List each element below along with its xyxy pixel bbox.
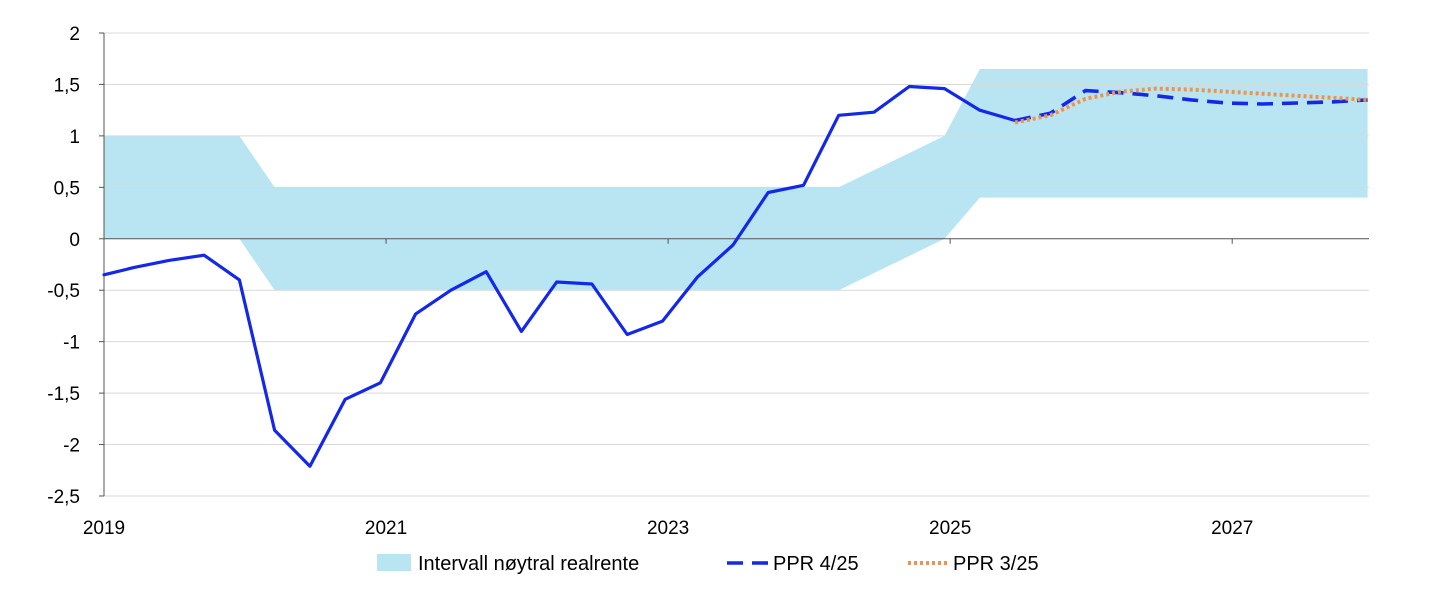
neutral-rate-band bbox=[104, 69, 1368, 291]
y-tick-label: -2 bbox=[63, 436, 80, 457]
gridlines bbox=[104, 32, 1369, 497]
x-tick-label: 2027 bbox=[1211, 518, 1253, 539]
x-axis-tick-labels: 2019 2021 2023 2025 2027 bbox=[83, 518, 1253, 539]
x-tick-label: 2019 bbox=[83, 518, 125, 539]
x-tick-label: 2021 bbox=[365, 518, 407, 539]
y-tick-label: -1 bbox=[63, 333, 80, 354]
y-tick-label: 1,5 bbox=[54, 75, 80, 96]
legend: Intervall nøytral realrente PPR 4/25 PPR… bbox=[377, 553, 1039, 575]
ppr-4-25-line bbox=[1014, 88, 1368, 123]
y-tick-label: 2 bbox=[69, 24, 80, 45]
series-lines bbox=[102, 84, 1368, 468]
x-tick-label: 2023 bbox=[647, 518, 689, 539]
y-tick-label: -1,5 bbox=[47, 384, 80, 405]
legend-band-swatch bbox=[377, 554, 411, 571]
ppr-3-25-line bbox=[1014, 86, 1368, 125]
y-tick-label: -0,5 bbox=[47, 281, 80, 302]
history-line bbox=[102, 84, 1017, 468]
legend-ppr4-label: PPR 4/25 bbox=[773, 553, 859, 575]
y-axis-tick-labels: 2 1,5 1 0,5 0 -0,5 -1 -1,5 -2 -2,5 bbox=[47, 24, 80, 508]
x-tick-label: 2025 bbox=[929, 518, 971, 539]
y-tick-label: 1 bbox=[69, 127, 80, 148]
legend-ppr3-label: PPR 3/25 bbox=[953, 553, 1039, 575]
neutral-rate-band-layer bbox=[104, 69, 1368, 291]
legend-band-label: Intervall nøytral realrente bbox=[418, 553, 639, 575]
y-tick-label: 0 bbox=[69, 230, 80, 251]
y-tick-label: 0,5 bbox=[54, 178, 80, 199]
y-tick-label: -2,5 bbox=[47, 487, 80, 508]
